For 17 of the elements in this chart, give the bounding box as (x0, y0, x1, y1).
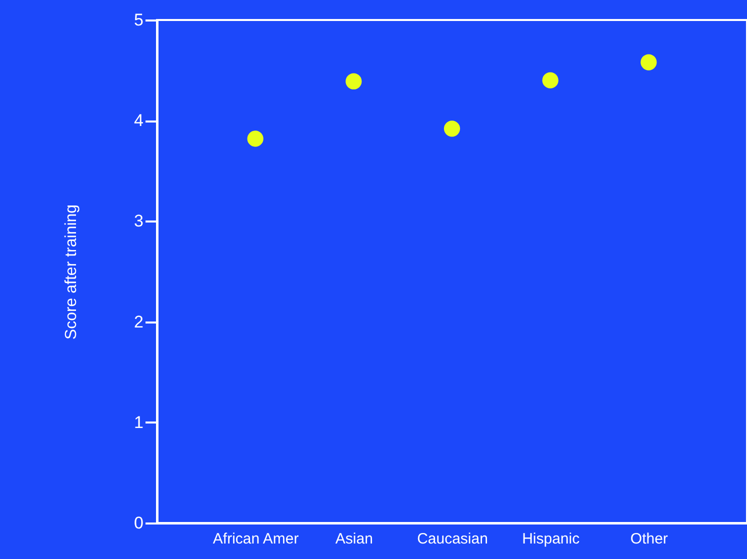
point (247, 130, 264, 147)
y-tick-label: 0 (134, 514, 144, 532)
x-tick-label: Caucasian (417, 530, 488, 548)
y-tick-label: 2 (134, 312, 144, 332)
y-tick-label: 1 (134, 412, 144, 432)
x-tick-label: Other (630, 530, 668, 548)
y-tick-label: 5 (134, 10, 144, 30)
y-tick-label: 3 (134, 212, 144, 231)
y-axis-title: Score after training (63, 204, 80, 340)
x-tick-label: Hispanic (522, 530, 580, 548)
point (444, 120, 460, 137)
y-tick-label: 4 (134, 111, 144, 130)
point (542, 72, 558, 88)
point (640, 54, 657, 70)
point (346, 73, 362, 90)
x-tick-label: African Amer (212, 530, 299, 548)
x-tick-label: Asian (335, 530, 373, 548)
